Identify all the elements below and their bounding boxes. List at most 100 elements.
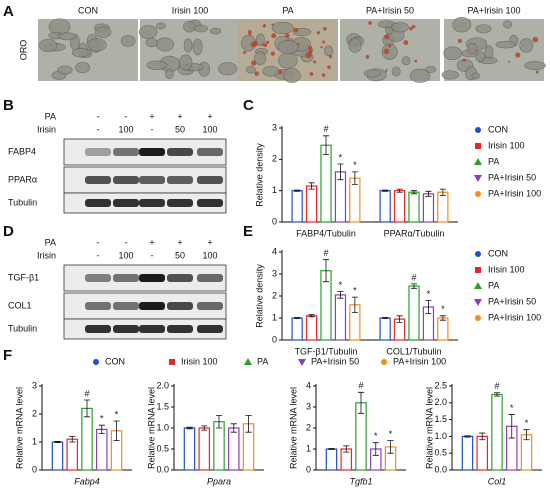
bar — [461, 435, 474, 471]
legend-marker — [169, 359, 175, 365]
legend-label: PA+Irisin 100 — [393, 356, 446, 366]
bar — [305, 315, 318, 341]
bar — [325, 448, 338, 471]
blot-band — [113, 302, 139, 310]
cell — [183, 20, 196, 33]
condition-value: 100 — [202, 124, 217, 134]
bar — [476, 435, 489, 471]
cell — [255, 33, 265, 47]
lipid-droplet — [278, 70, 283, 75]
legend-marker — [475, 127, 481, 133]
cell — [192, 38, 203, 56]
error-bar — [294, 317, 301, 319]
panel-label: C — [243, 97, 254, 114]
legend-marker — [475, 191, 481, 197]
blot-band — [139, 148, 165, 156]
lipid-droplet — [262, 24, 267, 28]
y-tick-label: 1 — [272, 312, 277, 322]
blot-band — [167, 148, 193, 156]
bar — [320, 144, 332, 223]
cell — [245, 66, 256, 74]
condition-value: - — [151, 250, 154, 260]
condition-value: + — [149, 111, 154, 121]
legend-marker — [475, 143, 481, 149]
legend-marker — [474, 175, 482, 182]
image-label: PA+Irisin 50 — [366, 5, 414, 15]
condition-value: - — [125, 111, 128, 121]
y-tick-label: 0 — [272, 216, 277, 226]
error-bar — [322, 135, 330, 156]
y-tick-label: 1.0 — [434, 431, 447, 441]
significance: * — [353, 285, 357, 295]
x-tick-label: FABP4/Tubulin — [296, 228, 356, 238]
x-tick-label: Fabp4 — [74, 476, 100, 486]
y-tick-label: 2 — [32, 408, 37, 418]
lipid-droplet — [368, 21, 373, 25]
error-bar — [113, 420, 120, 441]
cell — [391, 22, 409, 33]
cell — [48, 18, 71, 35]
error-bar — [357, 391, 365, 414]
legend-marker — [298, 359, 306, 366]
y-axis-label: Relative mRNA level — [288, 387, 298, 469]
y-tick-label: 0 — [306, 464, 311, 474]
error-bar — [382, 189, 389, 192]
condition-value: + — [207, 111, 212, 121]
lipid-droplet — [403, 40, 409, 46]
condition-value: - — [125, 237, 128, 247]
error-bar — [479, 432, 486, 441]
y-tick-label: 2.0 — [434, 397, 447, 407]
y-tick-label: 3 — [272, 122, 277, 132]
y-tick-label: 1.5 — [156, 401, 169, 411]
panel-label: D — [3, 223, 14, 240]
error-bar — [83, 399, 91, 418]
protein-label: COL1 — [8, 300, 32, 310]
lipid-droplet — [263, 43, 268, 48]
blot-band — [197, 199, 223, 207]
error-bar — [337, 291, 344, 299]
lipid-droplet — [251, 60, 257, 66]
bar — [291, 317, 303, 341]
blot-band — [113, 176, 139, 184]
significance: # — [411, 272, 416, 282]
cell — [145, 37, 158, 48]
x-tick-label: Col1 — [488, 476, 507, 486]
cell — [401, 56, 411, 66]
blot-band — [167, 176, 193, 184]
cell — [94, 26, 112, 38]
error-bar — [439, 188, 446, 196]
error-bar — [337, 163, 344, 181]
legend-label: Irisin 100 — [488, 140, 525, 150]
error-bar — [230, 423, 237, 433]
significance: * — [339, 280, 343, 290]
significance: # — [323, 124, 328, 134]
row-label: ORO — [18, 40, 28, 61]
lipid-droplet — [322, 40, 326, 44]
bar — [379, 190, 391, 223]
cell — [57, 65, 73, 75]
y-tick-label: 4 — [306, 380, 311, 390]
significance: * — [353, 160, 357, 170]
error-bar — [186, 426, 193, 430]
blot-band — [85, 274, 111, 282]
cell — [363, 69, 381, 78]
y-tick-label: 1 — [306, 443, 311, 453]
significance: # — [358, 381, 363, 391]
cell — [193, 24, 209, 33]
bar — [51, 441, 64, 471]
blot-band — [197, 325, 223, 333]
y-tick-label: 2 — [306, 422, 311, 432]
protein-label: PPARα — [8, 174, 37, 184]
blot-band — [113, 274, 139, 282]
lipid-droplet — [265, 40, 270, 45]
error-bar — [215, 415, 223, 429]
condition-value: + — [149, 237, 154, 247]
significance: * — [339, 152, 343, 162]
blot-band — [197, 176, 223, 184]
legend-label: Irisin 100 — [488, 264, 525, 274]
y-tick-label: 2 — [272, 290, 277, 300]
cell — [218, 62, 238, 76]
error-bar — [201, 425, 208, 431]
legend-label: PA+Irisin 50 — [311, 356, 359, 366]
